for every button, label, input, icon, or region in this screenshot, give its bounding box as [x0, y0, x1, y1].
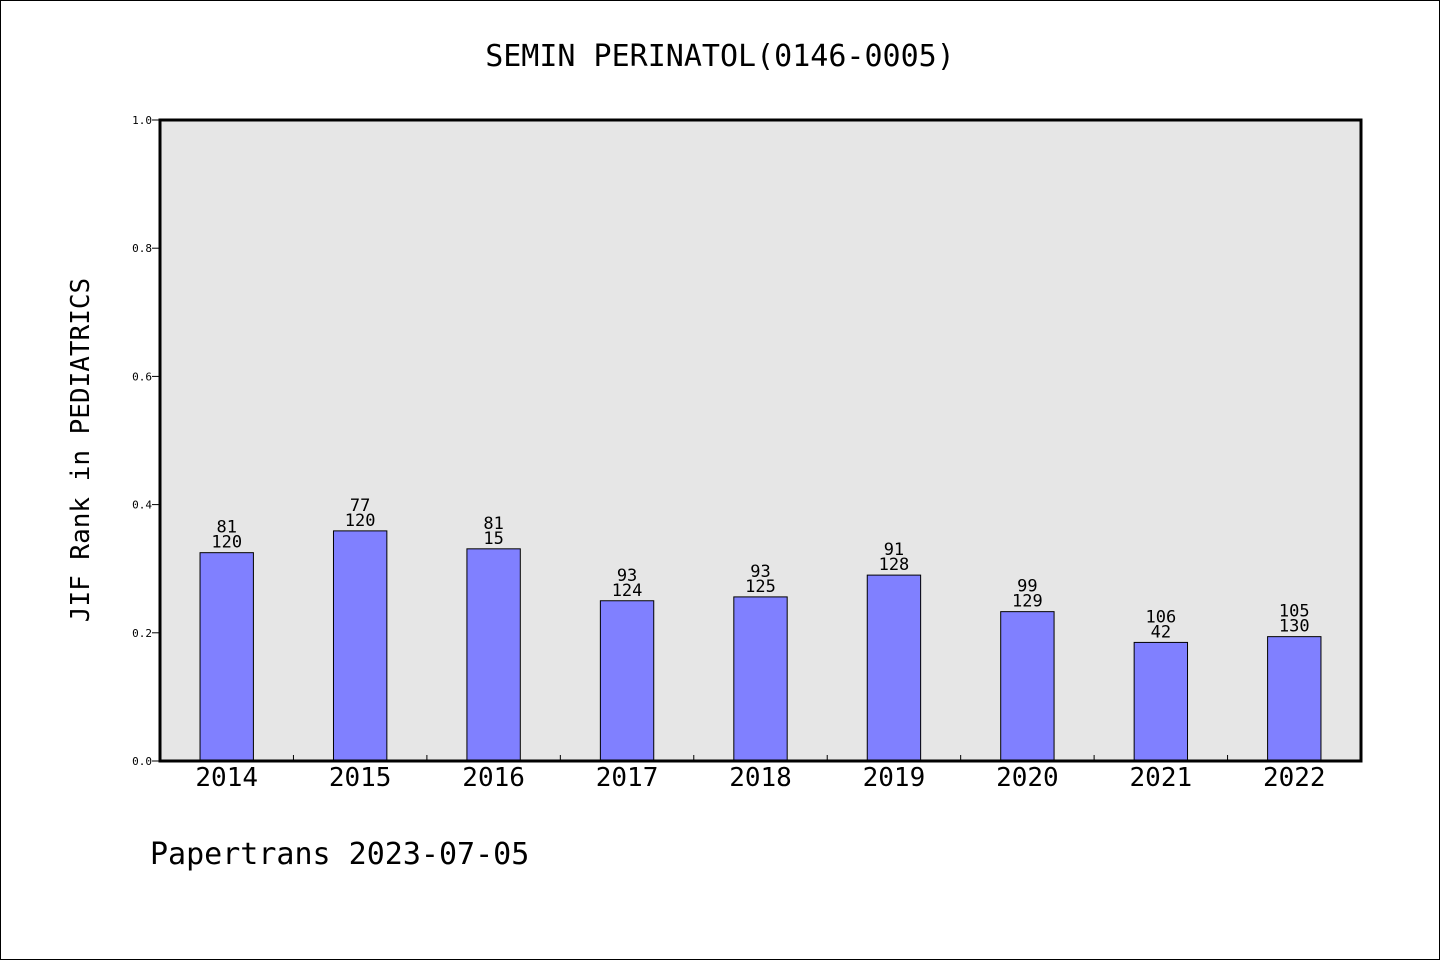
plot-border	[158, 118, 1363, 763]
bar-2019	[866, 574, 922, 762]
bar-2014	[199, 552, 254, 762]
y-tick-label: 0.0	[132, 755, 152, 768]
data-label-top: 91	[884, 540, 904, 560]
bar-2021	[1133, 641, 1189, 762]
x-tick-label: 2014	[195, 763, 258, 793]
bar-2017	[599, 600, 655, 762]
data-label-bottom: 129	[1012, 592, 1043, 612]
data-label-bottom: 125	[745, 577, 776, 597]
data-label-bottom: 15	[483, 529, 503, 549]
y-tick-label: 0.2	[132, 627, 152, 640]
data-label-bottom: 120	[211, 533, 242, 553]
data-label-bottom: 124	[612, 581, 643, 601]
y-axis: 0.0 0.2 0.4 0.6 0.8 1.0	[132, 114, 160, 768]
data-label-bottom: 120	[345, 511, 376, 531]
data-label-top: 93	[750, 562, 770, 582]
x-tick-label: 2020	[996, 763, 1059, 793]
y-tick-label: 0.4	[132, 499, 152, 512]
data-label-bottom: 130	[1279, 617, 1310, 637]
data-label-top: 93	[617, 566, 637, 586]
x-tick-label: 2022	[1263, 763, 1326, 793]
x-axis: 2014 2015 2016 2017 2018 2019 2020 2021 2022	[195, 755, 1326, 793]
data-label-bottom: 42	[1151, 622, 1171, 642]
data-label-top: 105	[1279, 602, 1310, 622]
data-label-top: 99	[1017, 577, 1037, 597]
data-label-top: 81	[483, 514, 503, 534]
y-tick-label: 0.6	[132, 370, 152, 383]
x-tick-label: 2021	[1130, 763, 1193, 793]
x-tick-label: 2019	[863, 763, 926, 793]
x-tick-label: 2018	[729, 763, 792, 793]
x-tick-label: 2017	[596, 763, 659, 793]
bar-2020	[1000, 611, 1055, 762]
bar-2015	[332, 530, 388, 762]
data-label-bottom: 128	[879, 555, 910, 575]
bar-2022	[1267, 636, 1322, 762]
data-label-top: 106	[1145, 607, 1176, 627]
data-label-top: 77	[350, 496, 370, 516]
data-label-top: 81	[216, 518, 236, 538]
y-tick-label: 1.0	[132, 114, 152, 127]
bars-group	[199, 530, 1322, 762]
chart-title: SEMIN PERINATOL(0146-0005)	[485, 39, 955, 74]
bar-2018	[733, 596, 788, 762]
y-tick-label: 0.8	[132, 242, 152, 255]
y-axis-label: JIF Rank in PEDIATRICS	[66, 278, 96, 622]
footer-text: Papertrans 2023-07-05	[150, 837, 529, 872]
bar-2016	[466, 548, 521, 762]
x-tick-label: 2015	[329, 763, 392, 793]
x-tick-label: 2016	[462, 763, 525, 793]
